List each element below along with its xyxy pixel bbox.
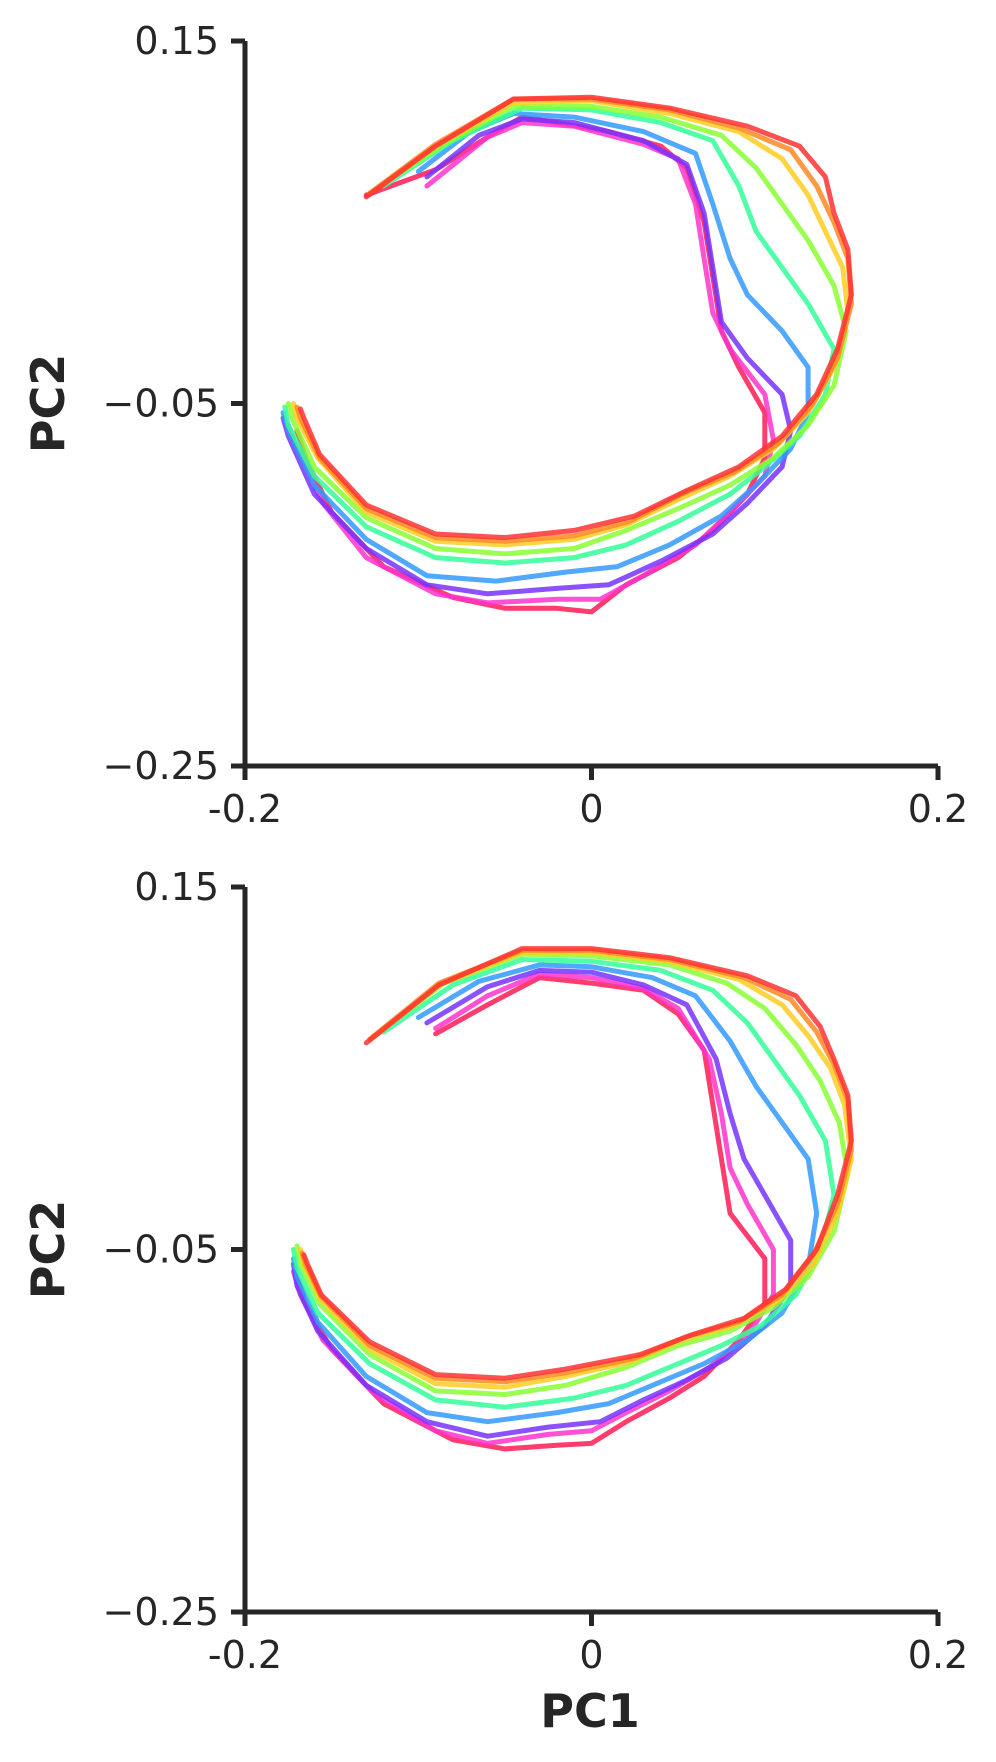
trajectory-line-4 bbox=[291, 957, 837, 1410]
y-tick-label: −0.25 bbox=[103, 1590, 219, 1634]
y-tick-label: −0.05 bbox=[103, 382, 219, 426]
y-tick-label: 0.15 bbox=[134, 865, 219, 909]
trajectory-line-8 bbox=[301, 946, 854, 1381]
trajectory-line-8 bbox=[297, 94, 854, 541]
x-tick-label: 0.2 bbox=[908, 1633, 968, 1677]
x-tick-label: 0 bbox=[579, 787, 603, 831]
y-axis-label-pc2: PC2 bbox=[21, 1200, 75, 1299]
trajectory-line-5 bbox=[294, 951, 851, 1397]
x-tick-label: 0 bbox=[579, 1633, 603, 1677]
x-axis-label-pc1: PC1 bbox=[540, 1684, 639, 1738]
x-tick-label: -0.2 bbox=[208, 1633, 282, 1677]
y-tick-label: −0.05 bbox=[103, 1228, 219, 1272]
x-tick-label: 0.2 bbox=[908, 787, 968, 831]
x-tick-label: -0.2 bbox=[208, 787, 282, 831]
top-panel: -0.2 0 0.2 0.15 −0.05 −0.25 PC2 bbox=[21, 19, 968, 831]
y-tick-label: −0.25 bbox=[103, 744, 219, 788]
y-axis-label-pc2: PC2 bbox=[21, 354, 75, 453]
trajectory-line-5 bbox=[285, 103, 849, 557]
bottom-panel: -0.2 0 0.2 0.15 −0.05 −0.25 PC2 bbox=[21, 865, 968, 1677]
trajectory-line-4 bbox=[282, 105, 837, 566]
y-tick-label: 0.15 bbox=[134, 19, 219, 63]
